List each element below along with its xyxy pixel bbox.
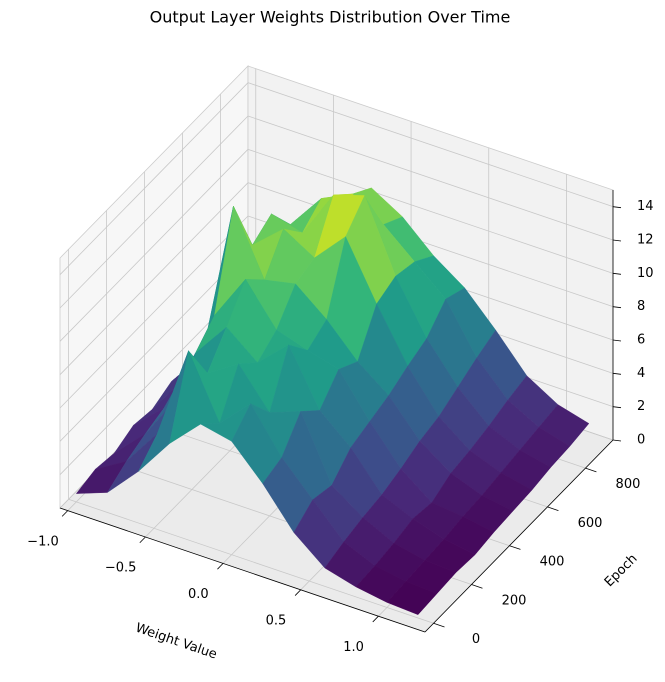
x-axis-line xyxy=(59,507,426,633)
grid-line xyxy=(59,215,249,409)
z-tick-label: 8 xyxy=(637,299,645,314)
z-tick-label: 14 xyxy=(637,199,654,214)
y-tick-label: 200 xyxy=(502,593,527,608)
grid-line xyxy=(59,249,249,442)
y-tick-label: 0 xyxy=(472,632,480,647)
z-tick xyxy=(612,339,622,342)
z-tick xyxy=(612,239,622,242)
z-tick xyxy=(612,406,622,409)
x-tick xyxy=(139,536,146,544)
x-tick-label: 0.0 xyxy=(188,587,209,602)
z-tick-label: 12 xyxy=(637,233,654,248)
z-tick xyxy=(612,439,622,442)
grid-line xyxy=(59,182,249,375)
grid-line xyxy=(247,115,614,241)
z-tick xyxy=(612,206,622,209)
z-tick xyxy=(612,272,622,275)
grid-line xyxy=(68,498,434,624)
y-tick-label: 800 xyxy=(616,477,641,492)
x-tick-label: 1.0 xyxy=(343,640,364,655)
z-tick-label: 6 xyxy=(637,333,645,348)
y-axis-line xyxy=(424,439,614,633)
z-tick-label: 10 xyxy=(637,266,654,281)
x-tick-label: −0.5 xyxy=(105,561,137,576)
grid-line xyxy=(59,115,249,309)
y-tick-label: 400 xyxy=(540,555,565,570)
x-tick-label: −1.0 xyxy=(27,534,59,549)
y-tick xyxy=(471,584,483,589)
y-axis-label: Epoch xyxy=(602,551,641,590)
x-tick xyxy=(61,510,69,517)
grid-line xyxy=(247,82,614,208)
x-axis-label: Weight Value xyxy=(133,621,218,663)
grid-line xyxy=(247,182,614,308)
chart-title: Output Layer Weights Distribution Over T… xyxy=(150,8,511,27)
z-tick xyxy=(612,372,622,375)
y-tick xyxy=(585,467,597,473)
z-tick-label: 4 xyxy=(637,366,645,381)
x-tick xyxy=(372,615,379,623)
surface-cell xyxy=(386,581,438,615)
z-tick-label: 2 xyxy=(637,399,645,414)
y-tick xyxy=(509,545,521,550)
y-tick xyxy=(547,506,559,512)
grid-line xyxy=(59,149,249,342)
x-tick xyxy=(294,589,302,596)
x-tick-label: 0.5 xyxy=(266,613,287,628)
y-tick-label: 600 xyxy=(578,516,603,531)
x-tick xyxy=(217,563,224,570)
grid-line xyxy=(59,82,249,275)
y-tick xyxy=(433,622,445,628)
grid-line xyxy=(247,148,614,274)
z-tick xyxy=(612,306,622,309)
z-tick-label: 0 xyxy=(637,433,645,448)
